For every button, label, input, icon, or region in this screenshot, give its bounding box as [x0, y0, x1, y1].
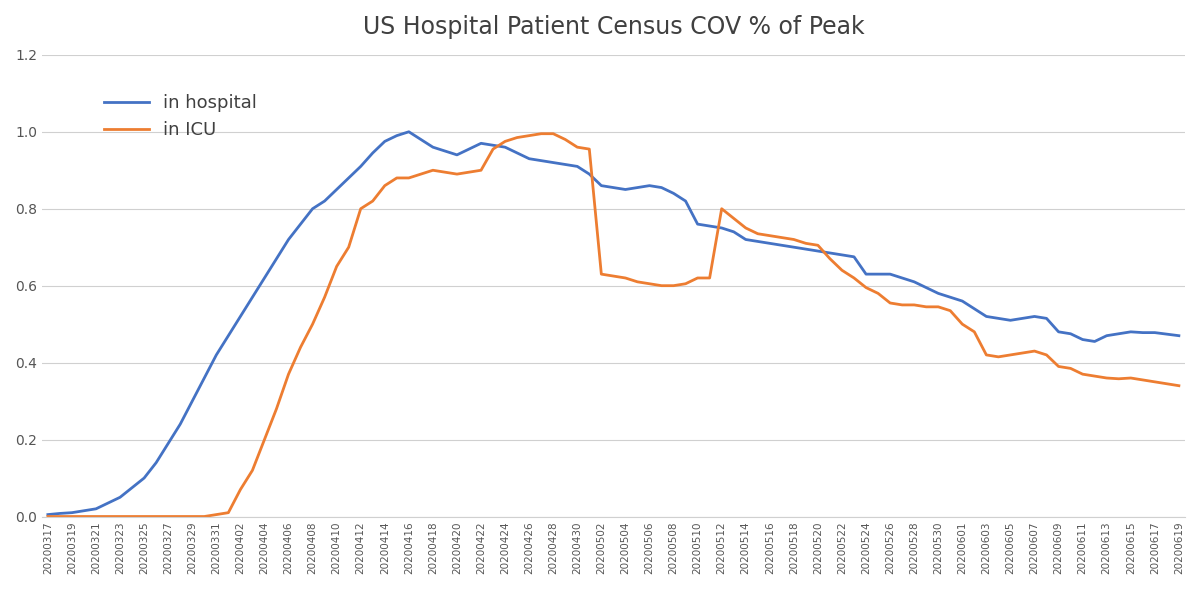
in ICU [883, 299, 898, 306]
in hospital [823, 249, 838, 256]
in ICU [895, 302, 910, 309]
in ICU [89, 513, 103, 520]
in ICU [41, 513, 55, 520]
in hospital [847, 253, 862, 260]
in hospital [41, 511, 55, 518]
in hospital [245, 294, 259, 301]
in ICU [847, 274, 862, 282]
Title: US Hospital Patient Census COV % of Peak: US Hospital Patient Census COV % of Peak [362, 15, 864, 39]
in hospital [1171, 332, 1186, 339]
Legend: in hospital, in ICU: in hospital, in ICU [97, 87, 264, 147]
in ICU [1171, 382, 1186, 389]
in ICU [534, 130, 548, 137]
in ICU [823, 255, 838, 262]
in hospital [89, 505, 103, 512]
Line: in hospital: in hospital [48, 132, 1178, 515]
in hospital [895, 274, 910, 282]
in hospital [402, 128, 416, 135]
in hospital [883, 270, 898, 277]
in ICU [245, 467, 259, 474]
Line: in ICU: in ICU [48, 134, 1178, 517]
